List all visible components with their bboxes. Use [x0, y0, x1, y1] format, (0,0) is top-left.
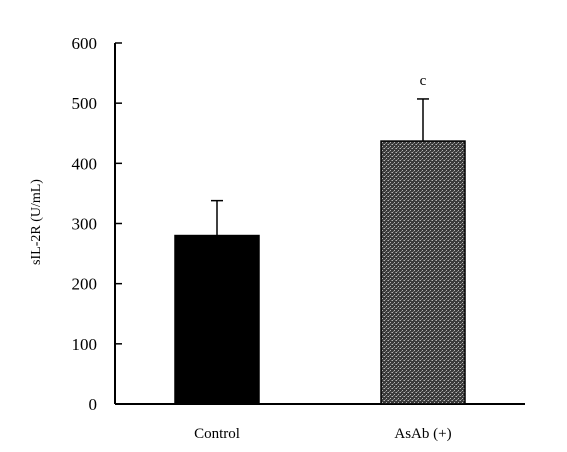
- y-tick-label: 100: [72, 335, 98, 354]
- y-tick-label: 500: [72, 94, 98, 113]
- x-tick-label: AsAb (+): [394, 426, 451, 442]
- plot-area: 0 100 200 300 400 500 600 Control AsAb (+) c: [72, 34, 525, 442]
- significance-annotation: c: [420, 73, 427, 89]
- y-tick-label: 0: [89, 395, 98, 414]
- y-tick-label: 300: [72, 215, 98, 234]
- y-tick-label: 600: [72, 34, 98, 53]
- bar: [174, 234, 260, 405]
- y-tick-label: 200: [72, 275, 98, 294]
- x-tick-label: Control: [194, 426, 240, 442]
- bar: [380, 140, 466, 405]
- y-tick-label: 400: [72, 154, 98, 173]
- y-axis-label: sIL-2R (U/mL): [29, 179, 44, 265]
